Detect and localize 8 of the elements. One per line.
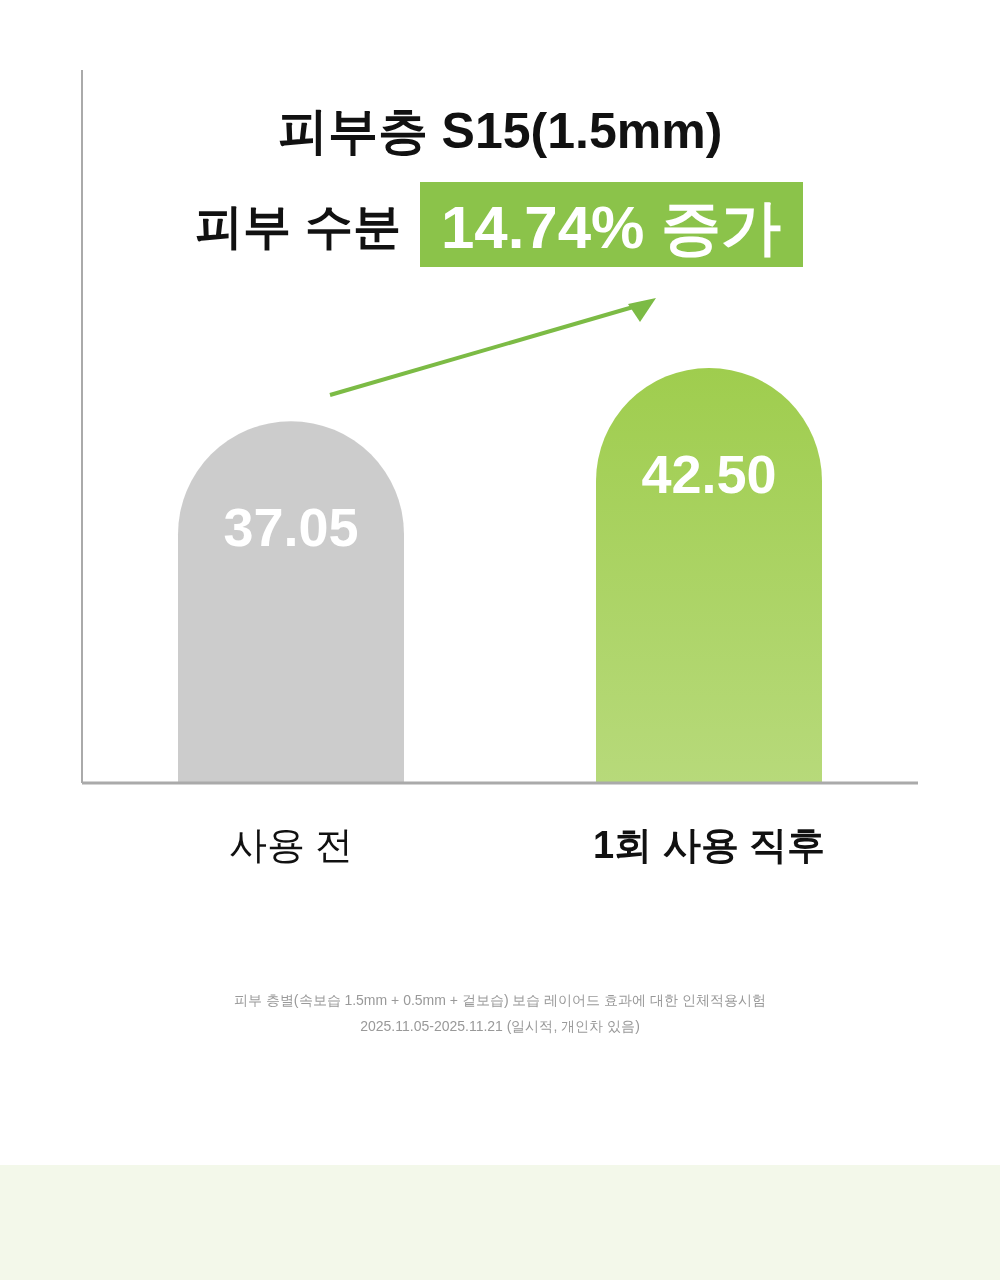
data-label: 42.50 xyxy=(641,444,777,504)
x-tick-label: 1회 사용 직후 xyxy=(592,824,826,866)
text: 2025.11.05-2025.11.21 (일시적, 개인차 있음) xyxy=(360,1018,640,1034)
chart-title: 피부층 S15(1.5mm) xyxy=(277,103,723,159)
text: 피부 층별(속보습 1.5mm + 0.5mm + 겉보습) 보습 레이어드 효과에 대한 인체적용시험 xyxy=(233,992,767,1008)
text: 14.74% 증가 xyxy=(440,194,782,261)
chart-subtitle: 피부 수분 xyxy=(195,200,401,253)
x-tick-label: 사용 전 xyxy=(228,824,354,866)
